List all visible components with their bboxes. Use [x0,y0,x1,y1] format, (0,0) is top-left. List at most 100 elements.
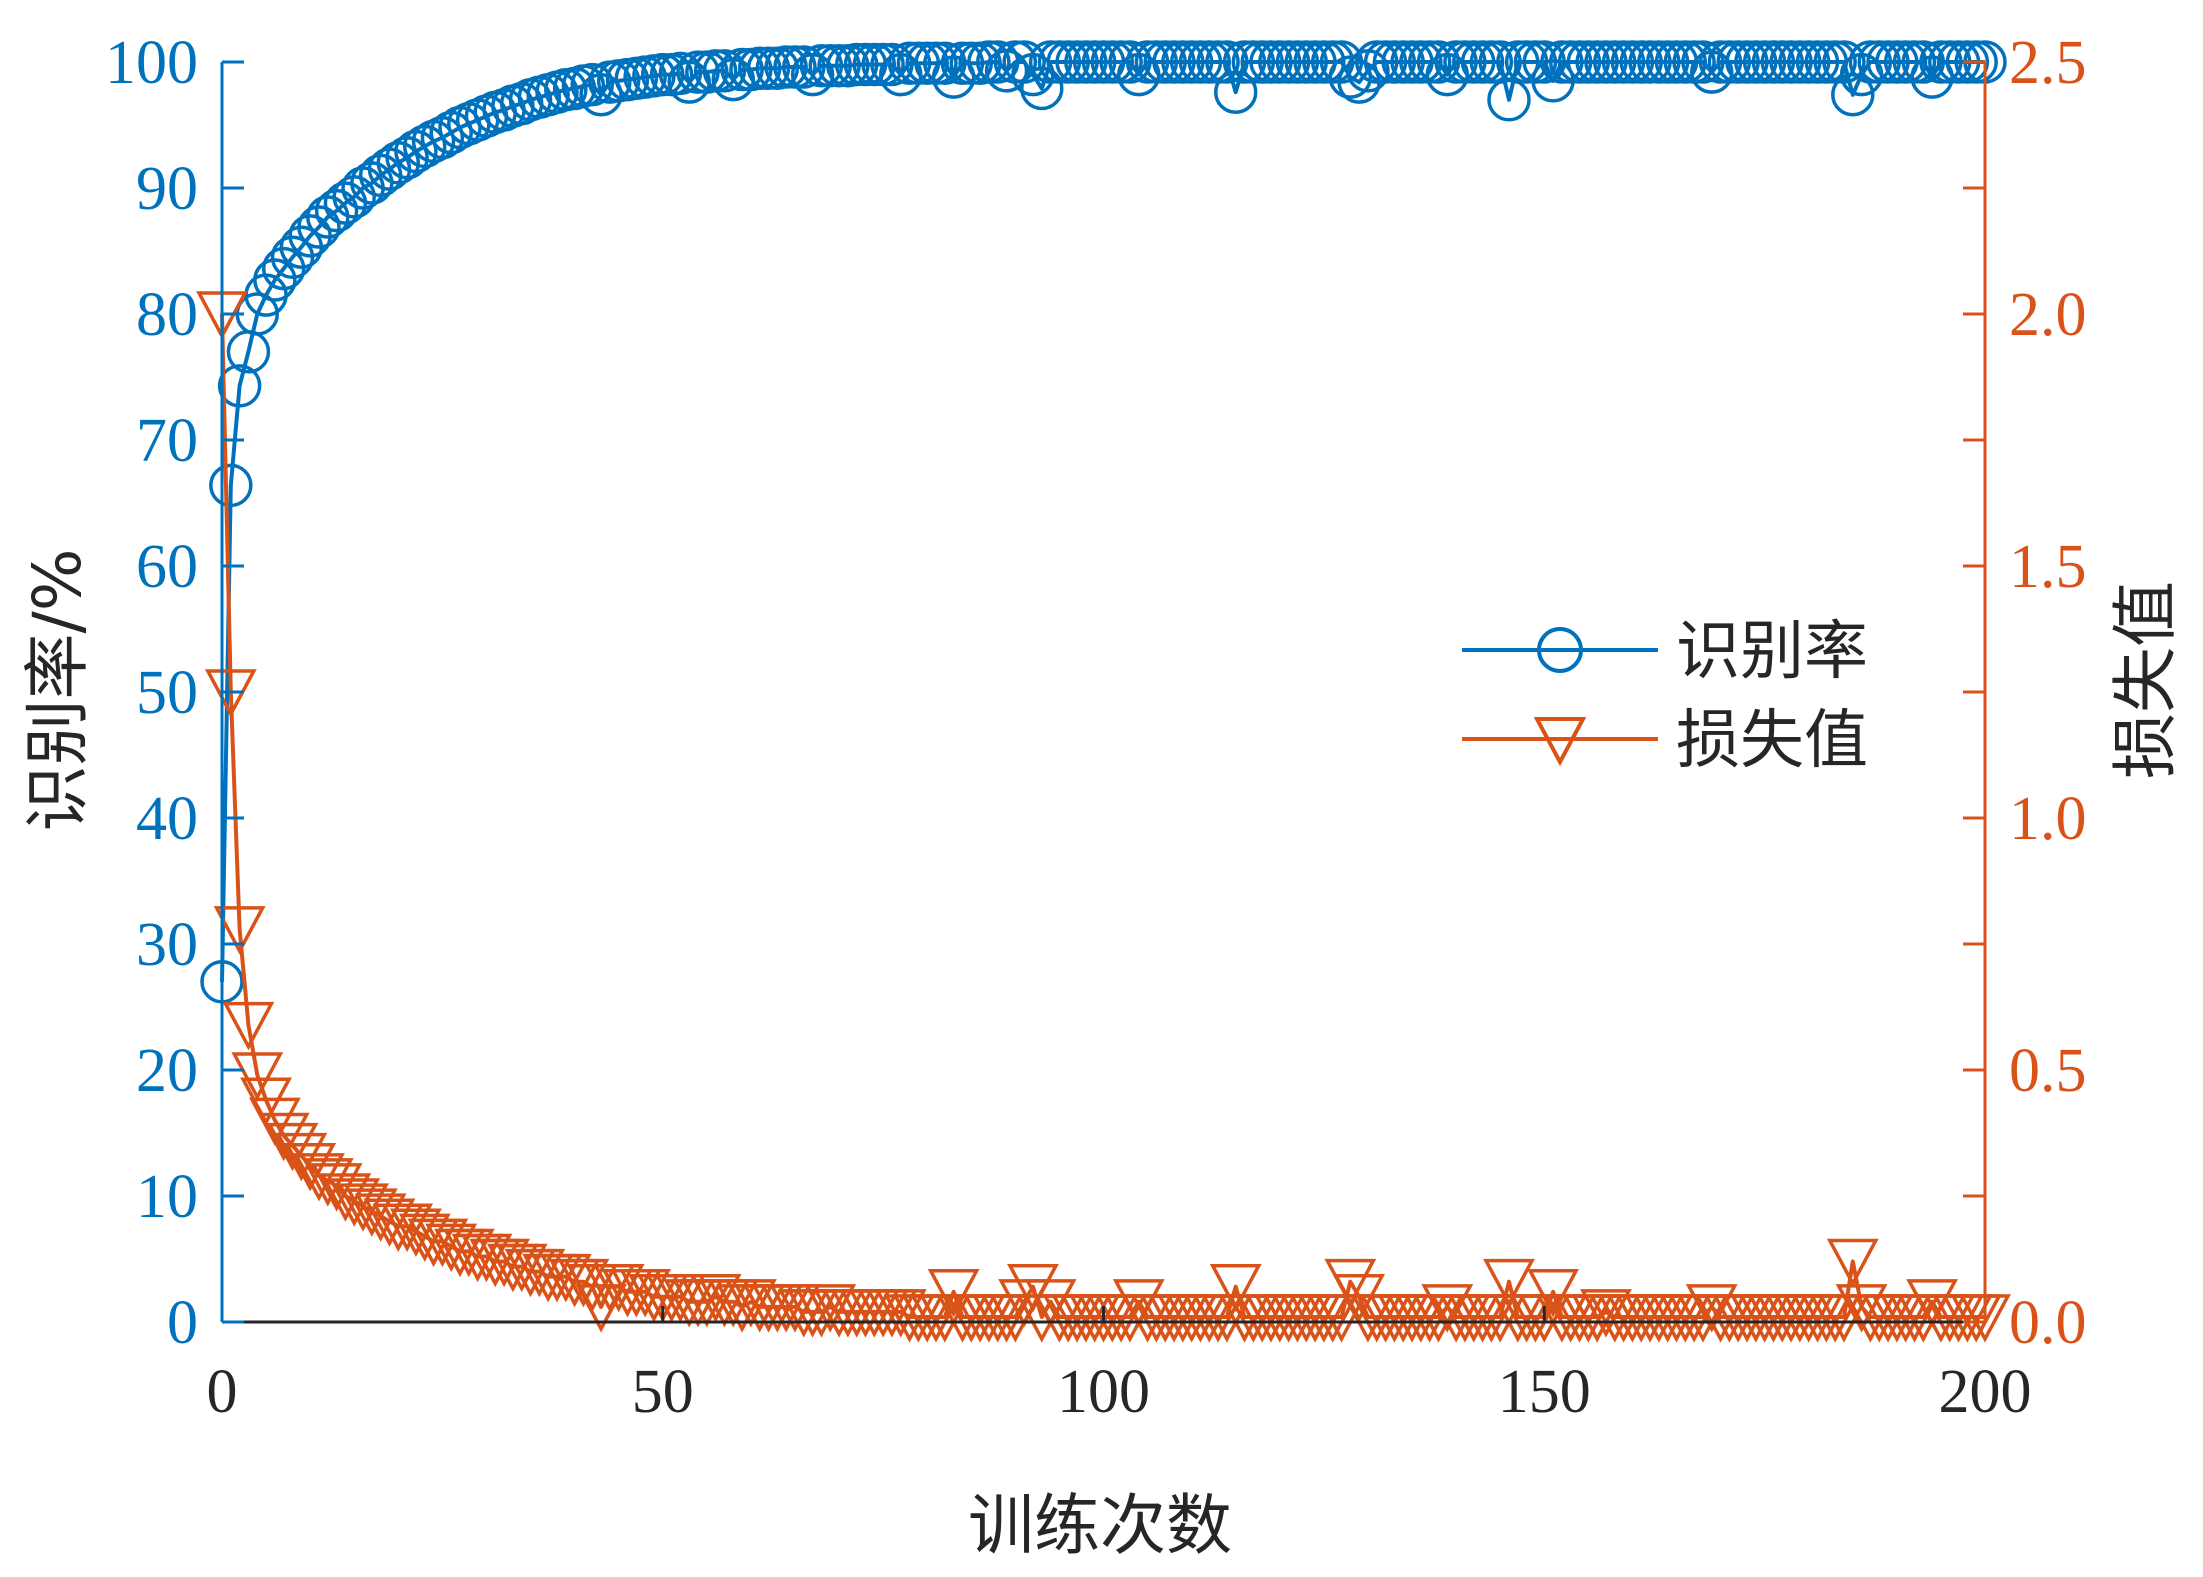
data-point-circle [1460,40,1505,84]
data-point-circle [1584,40,1628,84]
data-point-circle [1240,40,1284,84]
data-point-circle [1566,40,1611,84]
data-point-circle [1205,40,1249,84]
data-point-circle [870,42,914,87]
data-point-circle [676,50,720,94]
data-point-circle [1178,40,1223,84]
data-point-circle [1681,40,1725,84]
data-point-circle [1266,40,1311,84]
data-point-circle [1575,40,1619,84]
data-point-triangle [927,1269,980,1318]
data-point-circle [1795,40,1840,84]
data-point-triangle [1209,1263,1262,1313]
y-left-tick-label: 90 [136,155,198,223]
data-point-circle [1628,40,1672,84]
data-point-circle [1892,40,1937,84]
data-point-circle [940,41,985,86]
x-tick-label: 0 [207,1358,238,1426]
data-point-circle [1522,40,1566,84]
y-left-tick-label: 30 [136,911,198,979]
data-point-circle [949,41,994,86]
data-point-circle [217,364,262,408]
x-axis-label: 训练次数 [968,1487,1232,1564]
y-right-tick-label: 2.0 [2009,281,2087,349]
y-left-tick-label: 50 [136,659,198,727]
data-point-circle [1028,40,1073,84]
y-axis-left-label: 识别率/% [19,549,96,832]
data-point-circle [1734,40,1778,84]
data-point-circle [1760,40,1805,84]
legend: 识别率 损失值 [1462,615,1868,778]
data-point-triangle [1483,1258,1535,1308]
y-left-tick-label: 70 [136,407,198,475]
y-left-tick-label: 60 [136,533,198,601]
data-point-circle [1090,40,1135,84]
data-point-triangle [1007,1263,1059,1313]
data-point-circle [1857,40,1901,84]
data-point-circle [1698,40,1743,84]
data-point-circle [1540,40,1584,84]
data-point-circle [1751,40,1796,84]
data-point-circle [1302,40,1346,84]
data-point-circle [702,49,747,93]
data-point-circle [209,463,253,508]
data-point-circle [1416,40,1461,84]
data-point-circle [1637,40,1681,84]
data-point-circle [1064,40,1108,84]
data-point-circle [1945,40,1990,84]
data-point-triangle [213,906,266,955]
data-point-circle [1072,40,1117,84]
data-point-circle [1451,40,1496,84]
data-point-circle [1443,40,1487,84]
series-line [220,60,1985,982]
data-point-circle [1125,40,1170,84]
y-left-tick-label: 0 [167,1289,198,1357]
data-point-circle [817,44,861,88]
data-point-circle [1222,40,1267,84]
axes-layer: 0 50 100 150 200 0 10 20 30 40 50 60 70 80 90 100 0.0 0.5… [105,29,2087,1426]
data-point-circle [1143,40,1187,84]
data-point-triangle [231,1052,284,1101]
data-point-circle [808,44,852,88]
x-tick-label: 50 [632,1358,694,1426]
y-left-tick-label: 10 [136,1163,198,1231]
y-right-tick-label: 1.0 [2009,785,2087,853]
y-right-tick-label: 1.5 [2009,533,2087,601]
data-point-triangle [222,1001,275,1051]
data-point-circle [1161,40,1205,84]
y-right-tick-label: 0.0 [2009,1289,2087,1357]
data-point-triangle [1315,1294,1368,1343]
data-point-circle [1372,40,1417,84]
data-point-circle [1037,40,1082,84]
data-point-circle [1557,40,1602,84]
y-left-tick-label: 80 [136,281,198,349]
data-point-circle [1619,40,1663,84]
data-point-circle [887,41,932,86]
data-point-circle [1046,40,1090,84]
legend-label-accuracy: 识别率 [1676,615,1868,689]
y-right-tick-label: 0.5 [2009,1037,2087,1105]
data-point-triangle [345,1188,398,1237]
series-loss [196,291,2011,1343]
data-point-circle [1249,40,1293,84]
data-point-circle [746,46,791,91]
data-point-circle [297,205,341,249]
data-point-circle [1108,40,1152,84]
data-point-circle [1284,40,1328,84]
series-layer [196,40,2011,1343]
data-point-circle [1399,40,1443,84]
data-point-circle [1355,40,1399,84]
data-point-circle [1152,40,1196,84]
data-point-circle [1716,40,1760,84]
data-point-circle [1786,40,1831,84]
data-point-circle [1707,40,1752,84]
data-point-circle [1610,40,1655,84]
data-point-circle [1778,40,1822,84]
data-point-circle [1496,40,1540,84]
data-point-circle [1469,40,1514,84]
data-point-circle [1919,40,1963,84]
data-point-circle [782,45,826,89]
data-point-circle [1593,40,1637,84]
